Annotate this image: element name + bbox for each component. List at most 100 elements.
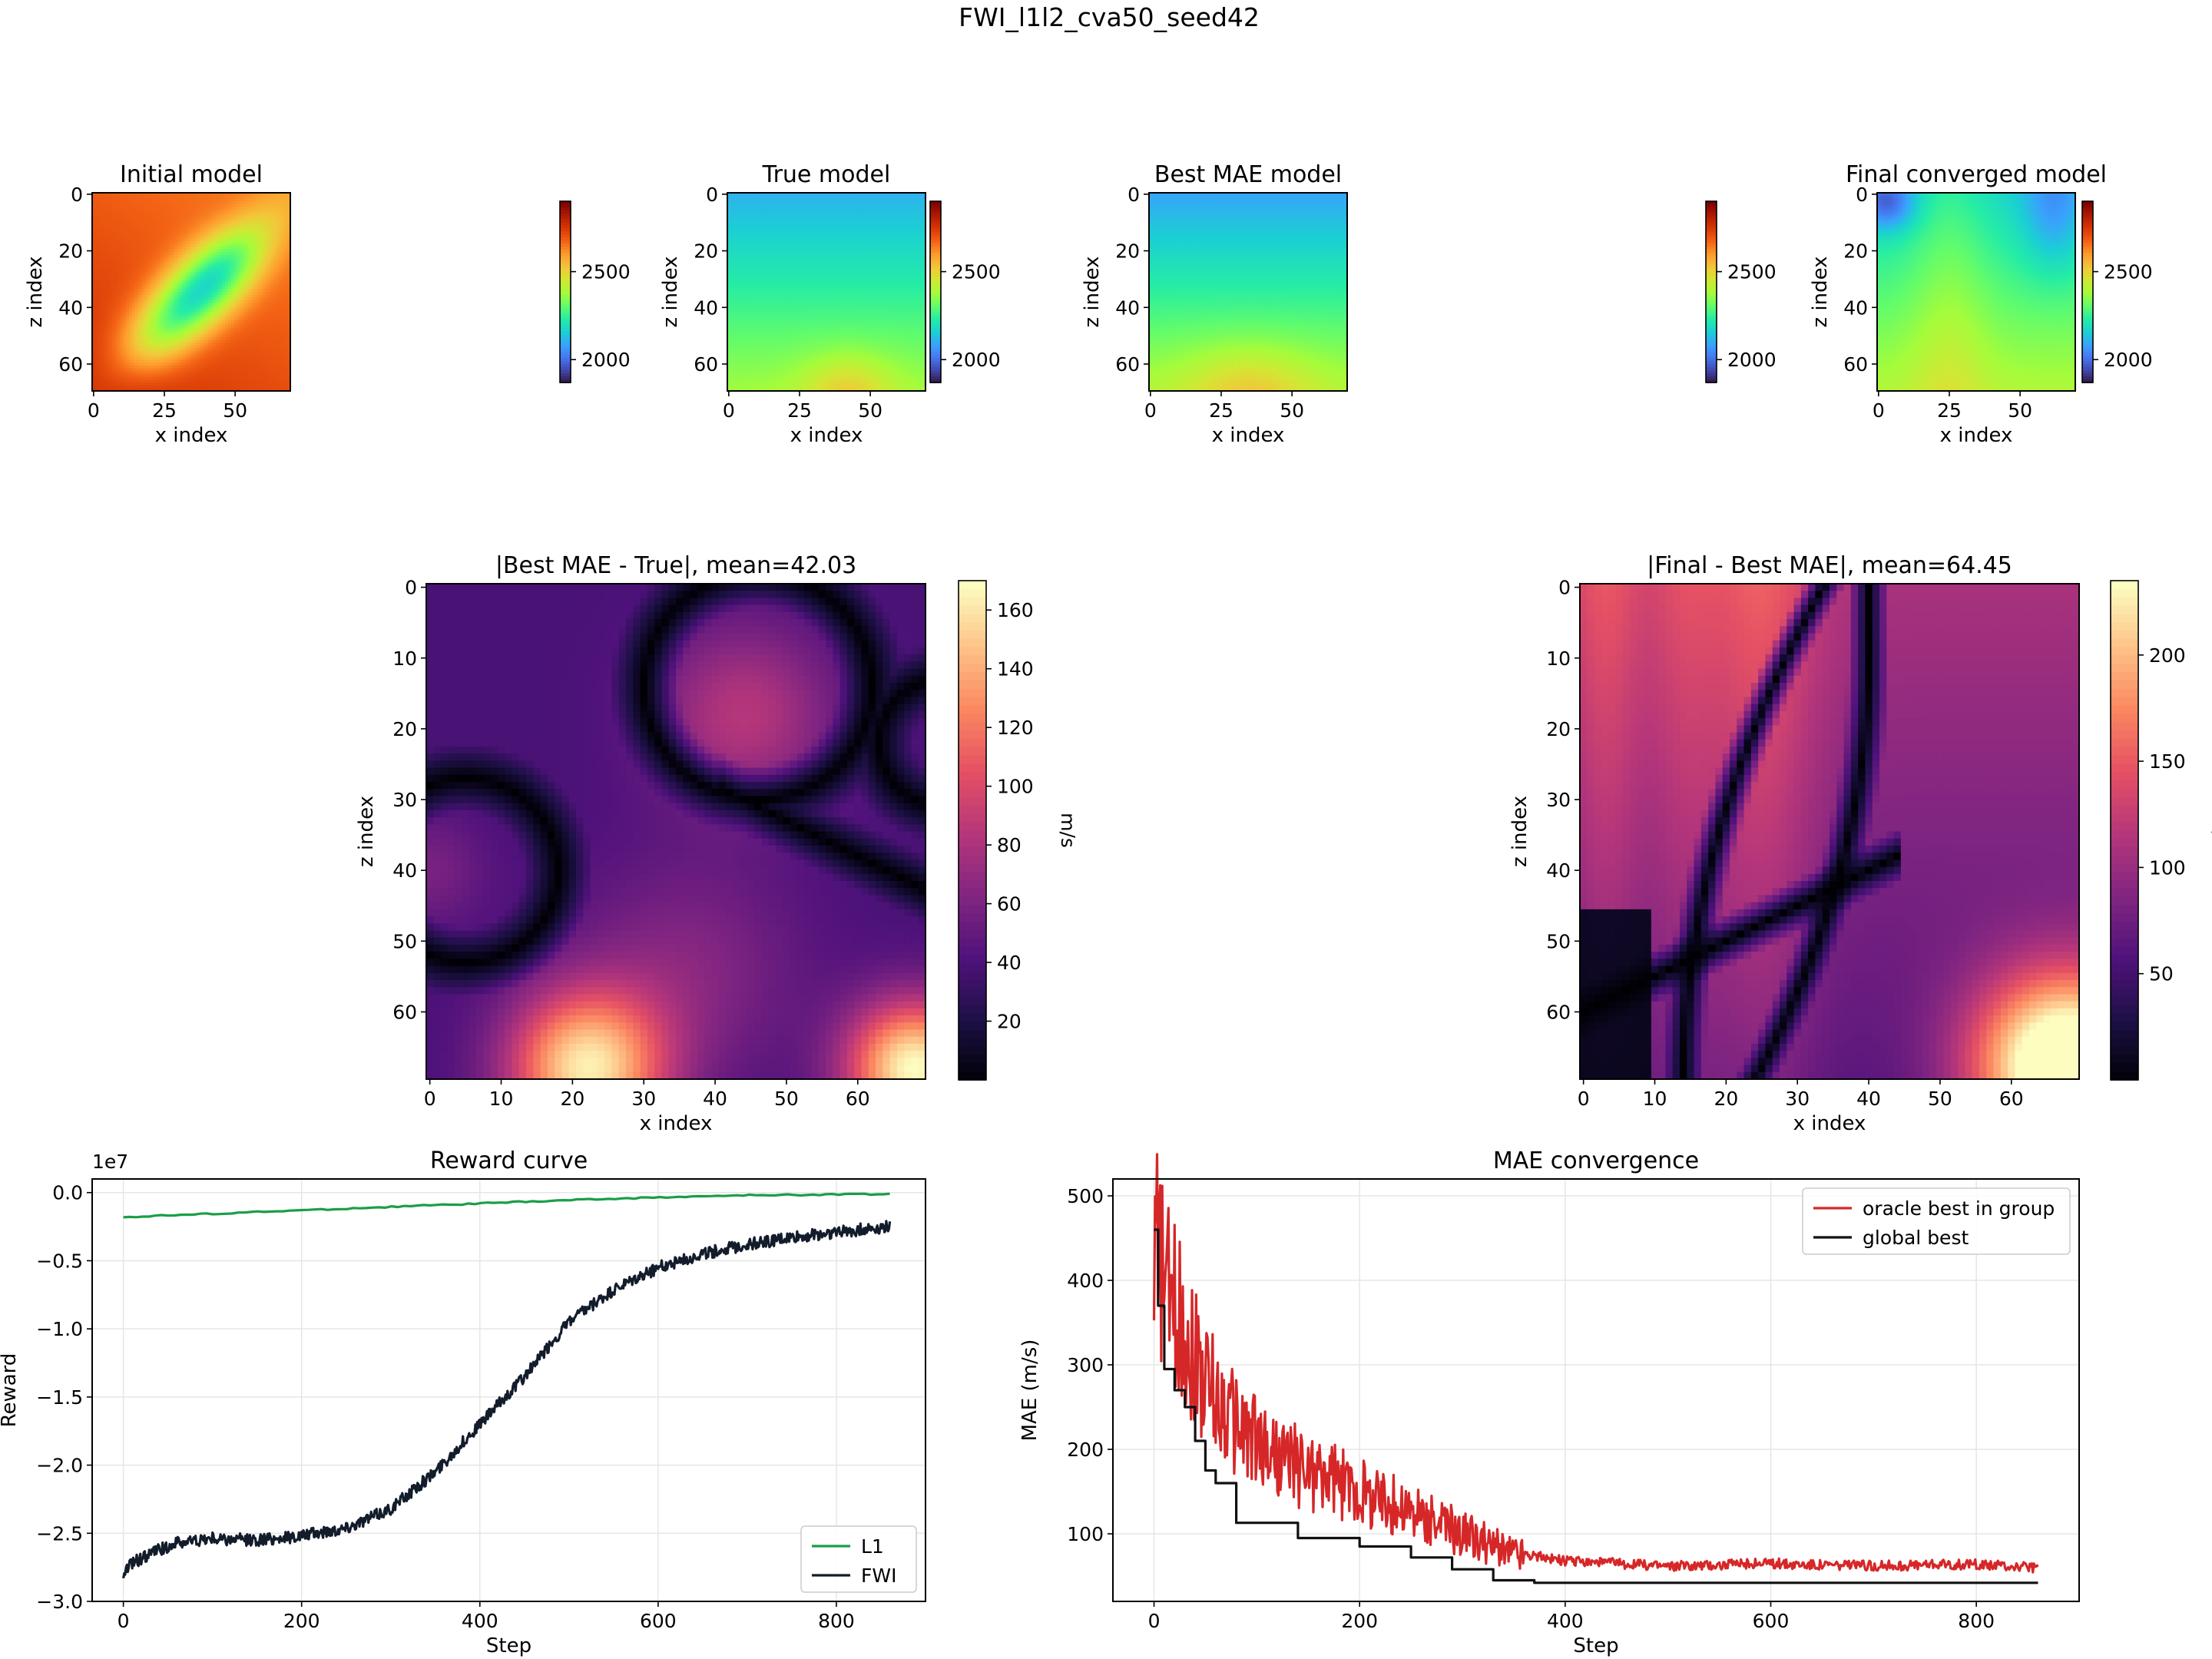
heatmap-cell xyxy=(220,292,223,295)
heatmap-cell xyxy=(257,263,260,267)
heatmap-cell xyxy=(177,218,180,221)
heatmap-cell xyxy=(240,224,243,227)
heatmap-cell xyxy=(177,260,180,263)
heatmap-cell xyxy=(188,275,191,278)
heatmap-cell xyxy=(137,283,141,286)
heatmap-cell xyxy=(240,247,243,250)
heatmap-cell xyxy=(217,343,220,346)
heatmap-cell xyxy=(114,221,118,224)
heatmap-cell xyxy=(259,334,262,337)
heatmap-cell xyxy=(160,213,163,216)
heatmap-cell xyxy=(151,314,154,317)
heatmap-cell xyxy=(220,323,223,326)
heatmap-cell xyxy=(151,278,154,281)
heatmap-cell xyxy=(106,280,109,283)
heatmap-cell xyxy=(248,329,251,332)
heatmap-cell xyxy=(112,283,115,286)
heatmap-cell xyxy=(98,349,101,352)
heatmap-cell xyxy=(154,235,157,238)
heatmap-cell xyxy=(146,260,149,263)
heatmap-cell xyxy=(223,230,226,233)
heatmap-cell xyxy=(208,250,211,253)
heatmap-cell xyxy=(279,329,282,332)
heatmap-cell xyxy=(124,320,127,323)
heatmap-cell xyxy=(273,286,276,290)
heatmap-cell xyxy=(237,241,240,244)
heatmap-cell xyxy=(98,204,101,207)
heatmap-cell xyxy=(245,314,248,317)
heatmap-cell xyxy=(143,247,146,250)
heatmap-cell xyxy=(242,295,245,298)
heatmap-cell xyxy=(114,337,118,340)
heatmap-cell xyxy=(149,309,152,312)
heatmap-cell xyxy=(217,280,220,283)
heatmap-cell xyxy=(166,320,169,323)
heatmap-cell xyxy=(95,213,98,216)
heatmap-cell xyxy=(197,295,200,298)
heatmap-cell xyxy=(225,320,228,323)
heatmap-cell xyxy=(245,235,248,238)
heatmap-cell xyxy=(101,196,104,199)
heatmap-cell xyxy=(253,204,257,207)
heatmap-cell xyxy=(126,252,129,255)
heatmap-cell xyxy=(129,300,132,303)
heatmap-cell xyxy=(141,351,144,354)
heatmap-cell xyxy=(268,295,271,298)
heatmap-cell xyxy=(279,300,282,303)
heatmap-cell xyxy=(137,270,141,273)
heatmap-cell xyxy=(248,272,251,275)
heatmap-cell xyxy=(95,204,98,207)
heatmap-cell xyxy=(141,204,144,207)
heatmap-cell xyxy=(237,346,240,349)
heatmap-cell xyxy=(134,207,137,210)
heatmap-cell xyxy=(282,243,285,247)
heatmap-cell xyxy=(118,292,121,295)
heatmap-cell xyxy=(231,340,234,343)
heatmap-cell xyxy=(191,221,194,224)
heatmap-cell xyxy=(208,207,211,210)
heatmap-cell xyxy=(259,252,262,255)
heatmap-cell xyxy=(177,243,180,247)
heatmap-cell xyxy=(262,306,265,309)
heatmap-cell xyxy=(259,235,262,238)
heatmap-cell xyxy=(132,247,135,250)
heatmap-cell xyxy=(233,314,237,317)
heatmap-cell xyxy=(149,210,152,213)
heatmap-cell xyxy=(253,283,257,286)
heatmap-cell xyxy=(228,323,231,326)
heatmap-cell xyxy=(228,267,231,270)
heatmap-cell xyxy=(248,303,251,306)
heatmap-cell xyxy=(203,210,206,213)
heatmap-cell xyxy=(186,320,189,323)
heatmap-cell xyxy=(171,267,174,270)
heatmap-cell xyxy=(233,337,237,340)
heatmap-cell xyxy=(285,340,288,343)
heatmap-cell xyxy=(154,329,157,332)
heatmap-cell xyxy=(245,346,248,349)
heatmap-cell xyxy=(208,224,211,227)
heatmap-cell xyxy=(220,255,223,258)
heatmap-cell xyxy=(169,312,172,315)
heatmap-cell xyxy=(237,343,240,346)
heatmap-cell xyxy=(276,286,280,290)
heatmap-cell xyxy=(223,224,226,227)
heatmap-cell xyxy=(143,280,146,283)
heatmap-cell xyxy=(186,270,189,273)
heatmap-cell xyxy=(132,241,135,244)
heatmap-cell xyxy=(242,260,245,263)
heatmap-cell xyxy=(129,218,132,221)
heatmap-cell xyxy=(250,235,253,238)
heatmap-cell xyxy=(174,337,177,340)
heatmap-cell xyxy=(225,286,228,290)
heatmap-cell xyxy=(104,306,107,309)
heatmap-cell xyxy=(228,255,231,258)
heatmap-cell xyxy=(273,303,276,306)
heatmap-cell xyxy=(134,210,137,213)
heatmap-cell xyxy=(149,196,152,199)
heatmap-cell xyxy=(129,198,132,201)
heatmap-cell xyxy=(191,247,194,250)
heatmap-cell xyxy=(109,295,112,298)
heatmap-cell xyxy=(137,306,141,309)
heatmap-cell xyxy=(146,204,149,207)
heatmap-cell xyxy=(104,224,107,227)
